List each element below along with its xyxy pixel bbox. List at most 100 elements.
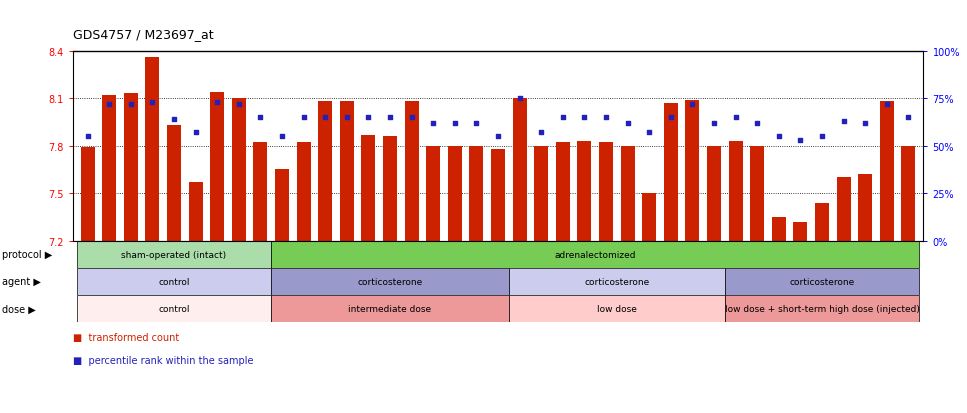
Bar bbox=[271, 268, 509, 295]
Bar bbox=[362, 135, 375, 241]
Point bbox=[252, 114, 268, 121]
Bar bbox=[556, 143, 570, 241]
Bar bbox=[318, 102, 333, 241]
Text: dose ▶: dose ▶ bbox=[2, 304, 36, 313]
Text: adrenalectomized: adrenalectomized bbox=[554, 250, 636, 259]
Bar bbox=[76, 295, 271, 322]
Point bbox=[80, 133, 96, 140]
Point bbox=[166, 116, 182, 123]
Point bbox=[749, 120, 765, 127]
Point bbox=[576, 114, 592, 121]
Bar bbox=[750, 146, 764, 241]
Point bbox=[858, 120, 873, 127]
Point bbox=[404, 114, 420, 121]
Point bbox=[382, 114, 397, 121]
Text: sham-operated (intact): sham-operated (intact) bbox=[122, 250, 226, 259]
Bar bbox=[210, 93, 224, 241]
Point bbox=[900, 114, 916, 121]
Point bbox=[663, 114, 679, 121]
Bar bbox=[271, 241, 920, 268]
Bar bbox=[663, 104, 678, 241]
Point bbox=[512, 96, 527, 102]
Bar bbox=[686, 100, 699, 241]
Text: intermediate dose: intermediate dose bbox=[348, 304, 431, 313]
Bar bbox=[253, 143, 268, 241]
Point bbox=[275, 133, 290, 140]
Bar bbox=[621, 146, 634, 241]
Point bbox=[317, 114, 333, 121]
Point bbox=[620, 120, 635, 127]
Point bbox=[555, 114, 571, 121]
Bar bbox=[707, 146, 721, 241]
Text: low dose: low dose bbox=[597, 304, 636, 313]
Bar bbox=[80, 148, 95, 241]
Bar bbox=[509, 268, 725, 295]
Point bbox=[490, 133, 506, 140]
Bar bbox=[815, 203, 829, 241]
Text: GDS4757 / M23697_at: GDS4757 / M23697_at bbox=[73, 28, 213, 41]
Bar bbox=[725, 268, 920, 295]
Point bbox=[706, 120, 721, 127]
Bar bbox=[103, 96, 116, 241]
Bar bbox=[577, 142, 592, 241]
Bar bbox=[76, 268, 271, 295]
Text: control: control bbox=[159, 277, 190, 286]
Point bbox=[210, 100, 225, 106]
Bar bbox=[124, 94, 138, 241]
Point bbox=[728, 114, 744, 121]
Bar bbox=[469, 146, 484, 241]
Bar bbox=[383, 137, 397, 241]
Point bbox=[599, 114, 614, 121]
Text: ■  transformed count: ■ transformed count bbox=[73, 332, 179, 342]
Bar bbox=[404, 102, 419, 241]
Bar bbox=[275, 170, 289, 241]
Text: corticosterone: corticosterone bbox=[584, 277, 650, 286]
Bar bbox=[642, 194, 657, 241]
Point bbox=[447, 120, 462, 127]
Point bbox=[123, 101, 138, 108]
Point bbox=[425, 120, 441, 127]
Text: corticosterone: corticosterone bbox=[789, 277, 855, 286]
Point bbox=[641, 130, 657, 136]
Bar bbox=[858, 175, 872, 241]
Bar bbox=[513, 99, 527, 241]
Point bbox=[685, 101, 700, 108]
Text: agent ▶: agent ▶ bbox=[2, 277, 41, 287]
Bar bbox=[725, 295, 920, 322]
Bar bbox=[297, 143, 310, 241]
Point bbox=[469, 120, 484, 127]
Point bbox=[231, 101, 247, 108]
Bar bbox=[491, 150, 505, 241]
Text: control: control bbox=[159, 304, 190, 313]
Text: low dose + short-term high dose (injected): low dose + short-term high dose (injecte… bbox=[724, 304, 920, 313]
Point bbox=[793, 137, 808, 144]
Bar bbox=[880, 102, 894, 241]
Bar bbox=[793, 222, 807, 241]
Bar bbox=[534, 146, 548, 241]
Text: protocol ▶: protocol ▶ bbox=[2, 249, 52, 259]
Bar bbox=[599, 143, 613, 241]
Bar bbox=[339, 102, 354, 241]
Point bbox=[814, 133, 830, 140]
Point bbox=[339, 114, 355, 121]
Bar bbox=[76, 241, 271, 268]
Bar bbox=[271, 295, 509, 322]
Bar bbox=[232, 99, 246, 241]
Point bbox=[296, 114, 311, 121]
Bar bbox=[145, 58, 160, 241]
Point bbox=[835, 119, 851, 125]
Point bbox=[361, 114, 376, 121]
Point bbox=[145, 100, 161, 106]
Point bbox=[534, 130, 549, 136]
Bar bbox=[728, 142, 743, 241]
Bar bbox=[426, 146, 440, 241]
Point bbox=[102, 101, 117, 108]
Bar bbox=[167, 126, 181, 241]
Text: corticosterone: corticosterone bbox=[358, 277, 423, 286]
Point bbox=[188, 130, 203, 136]
Bar bbox=[772, 217, 786, 241]
Text: ■  percentile rank within the sample: ■ percentile rank within the sample bbox=[73, 355, 253, 365]
Point bbox=[771, 133, 786, 140]
Point bbox=[879, 101, 894, 108]
Bar bbox=[189, 183, 203, 241]
